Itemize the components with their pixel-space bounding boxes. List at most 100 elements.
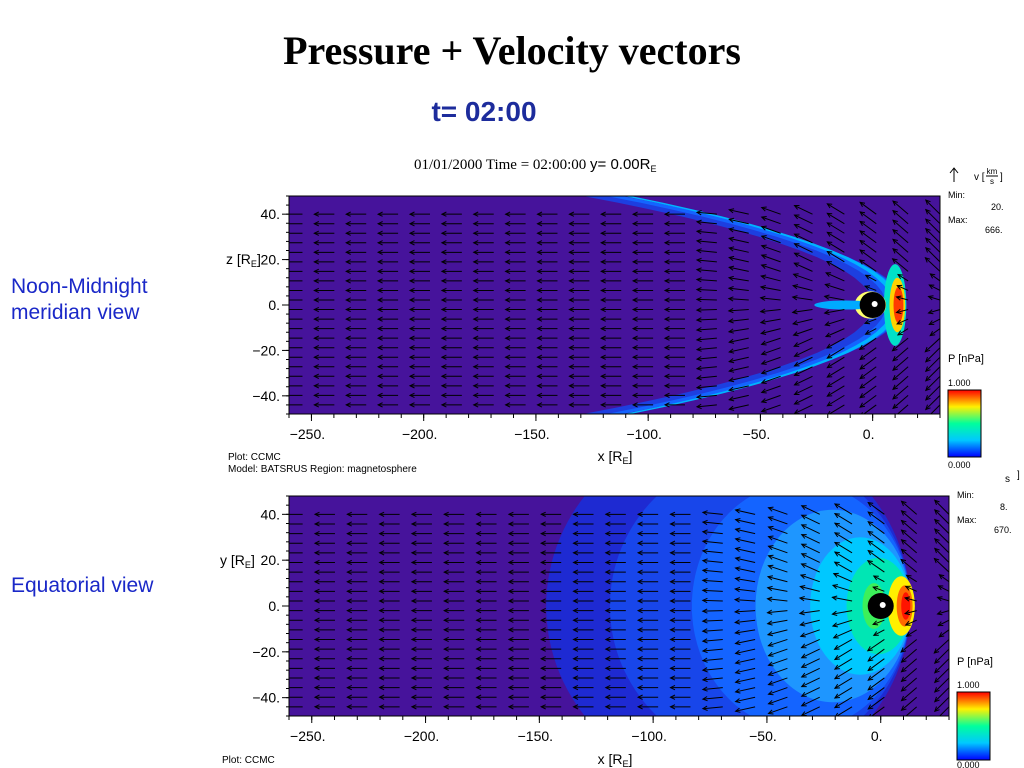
velocity-arrow (440, 221, 462, 227)
velocity-arrow (475, 627, 497, 633)
plot-time: Time = 02:00:00 (485, 157, 587, 173)
velocity-arrow (475, 569, 497, 575)
velocity-arrow (443, 704, 465, 710)
velocity-arrow (701, 548, 723, 554)
velocity-arrow (833, 541, 853, 554)
velocity-arrow (663, 402, 685, 408)
velocity-arrow (289, 404, 303, 406)
velocity-arrow (669, 694, 691, 700)
velocity-arrow (867, 530, 885, 544)
velocity-arrow (866, 639, 885, 652)
velocity-arrow (540, 684, 562, 691)
velocity-arrow (663, 221, 685, 227)
colorbar (956, 691, 991, 761)
velocity-arrow (475, 607, 497, 614)
velocity-arrow (289, 581, 303, 583)
velocity-arrow (378, 530, 400, 537)
velocity-arrow (345, 306, 367, 313)
velocity-arrow (866, 560, 885, 573)
velocity-arrow (663, 306, 685, 313)
velocity-arrow (798, 610, 820, 616)
velocity-arrow (536, 402, 558, 408)
velocity-arrow (727, 318, 749, 324)
y-tick-label: −20. (252, 342, 280, 358)
velocity-arrow (536, 221, 558, 227)
velocity-arrow (443, 675, 465, 681)
velocity-arrow (636, 694, 659, 700)
velocity-arrow (289, 328, 303, 330)
velocity-arrow (313, 694, 335, 700)
velocity-arrow (568, 325, 590, 332)
velocity-arrow (568, 211, 590, 217)
velocity-arrow (826, 212, 845, 225)
velocity-arrow (669, 521, 691, 527)
velocity-arrow (472, 268, 494, 275)
velocity-arrow (440, 373, 462, 379)
velocity-arrow (345, 259, 367, 265)
velocity-arrow (636, 550, 659, 556)
velocity-arrow (540, 694, 562, 700)
velocity-arrow (572, 617, 594, 623)
velocity-arrow (410, 607, 432, 614)
velocity-arrow (345, 335, 367, 341)
velocity-arrow (936, 610, 949, 616)
velocity-arrow (472, 364, 494, 370)
velocity-arrow (800, 667, 820, 678)
velocity-arrow (410, 530, 432, 537)
velocity-arrow (408, 325, 430, 332)
velocity-arrow (759, 308, 781, 314)
velocity-arrow (631, 325, 654, 332)
velocity-arrow (695, 257, 717, 263)
y-tick-label: 40. (261, 506, 280, 522)
velocity-arrow (900, 696, 918, 712)
velocity-arrow (345, 392, 367, 399)
velocity-arrow (289, 270, 303, 272)
velocity-arrow (443, 694, 465, 700)
velocity-arrow (376, 392, 399, 399)
velocity-arrow (767, 667, 788, 676)
velocity-arrow (792, 328, 813, 337)
velocity-arrow (900, 519, 918, 534)
velocity-arrow (376, 268, 399, 275)
velocity-arrow (767, 525, 788, 535)
velocity-arrow (800, 677, 820, 688)
velocity-arrow (872, 575, 885, 583)
velocity-arrow (504, 230, 526, 236)
velocity-arrow (572, 694, 594, 700)
velocity-arrow (604, 511, 626, 517)
velocity-arrow (863, 318, 877, 325)
velocity-arrow (376, 345, 399, 351)
velocity-arrow (376, 259, 399, 265)
velocity-arrow (759, 295, 781, 301)
velocity-arrow (313, 646, 335, 652)
velocity-arrow (859, 347, 877, 361)
velocity-arrow (938, 629, 949, 638)
velocity-arrow (313, 211, 335, 217)
y-tick-label: −40. (252, 388, 280, 404)
velocity-arrow (734, 619, 756, 625)
velocity-arrow (695, 394, 717, 400)
velocity-arrow (346, 694, 368, 700)
velocity-arrow (760, 347, 781, 356)
velocity-arrow (767, 706, 788, 715)
velocity-arrow (507, 579, 529, 585)
velocity-arrow (472, 230, 494, 236)
velocity-arrow (695, 267, 717, 273)
velocity-arrow (600, 335, 622, 341)
velocity-arrow (734, 556, 756, 563)
velocity-arrow (824, 328, 845, 338)
velocity-arrow (669, 559, 691, 566)
velocity-arrow (669, 704, 691, 710)
velocity-arrow (766, 609, 788, 615)
velocity-arrow (472, 306, 494, 313)
velocity-arrow (798, 596, 820, 602)
velocity-arrow (767, 687, 788, 696)
velocity-arrow (475, 617, 497, 623)
chart-panel-2: −250. −200. −150. −100. −50. 0. 40. 20. 0. −20. −4… (220, 470, 1020, 768)
velocity-arrow (289, 394, 303, 396)
velocity-arrow (631, 211, 654, 217)
legend-unit-bottom: s (990, 177, 994, 186)
velocity-arrow (695, 375, 717, 381)
velocity-arrow (408, 278, 430, 284)
velocity-arrow (378, 579, 400, 585)
